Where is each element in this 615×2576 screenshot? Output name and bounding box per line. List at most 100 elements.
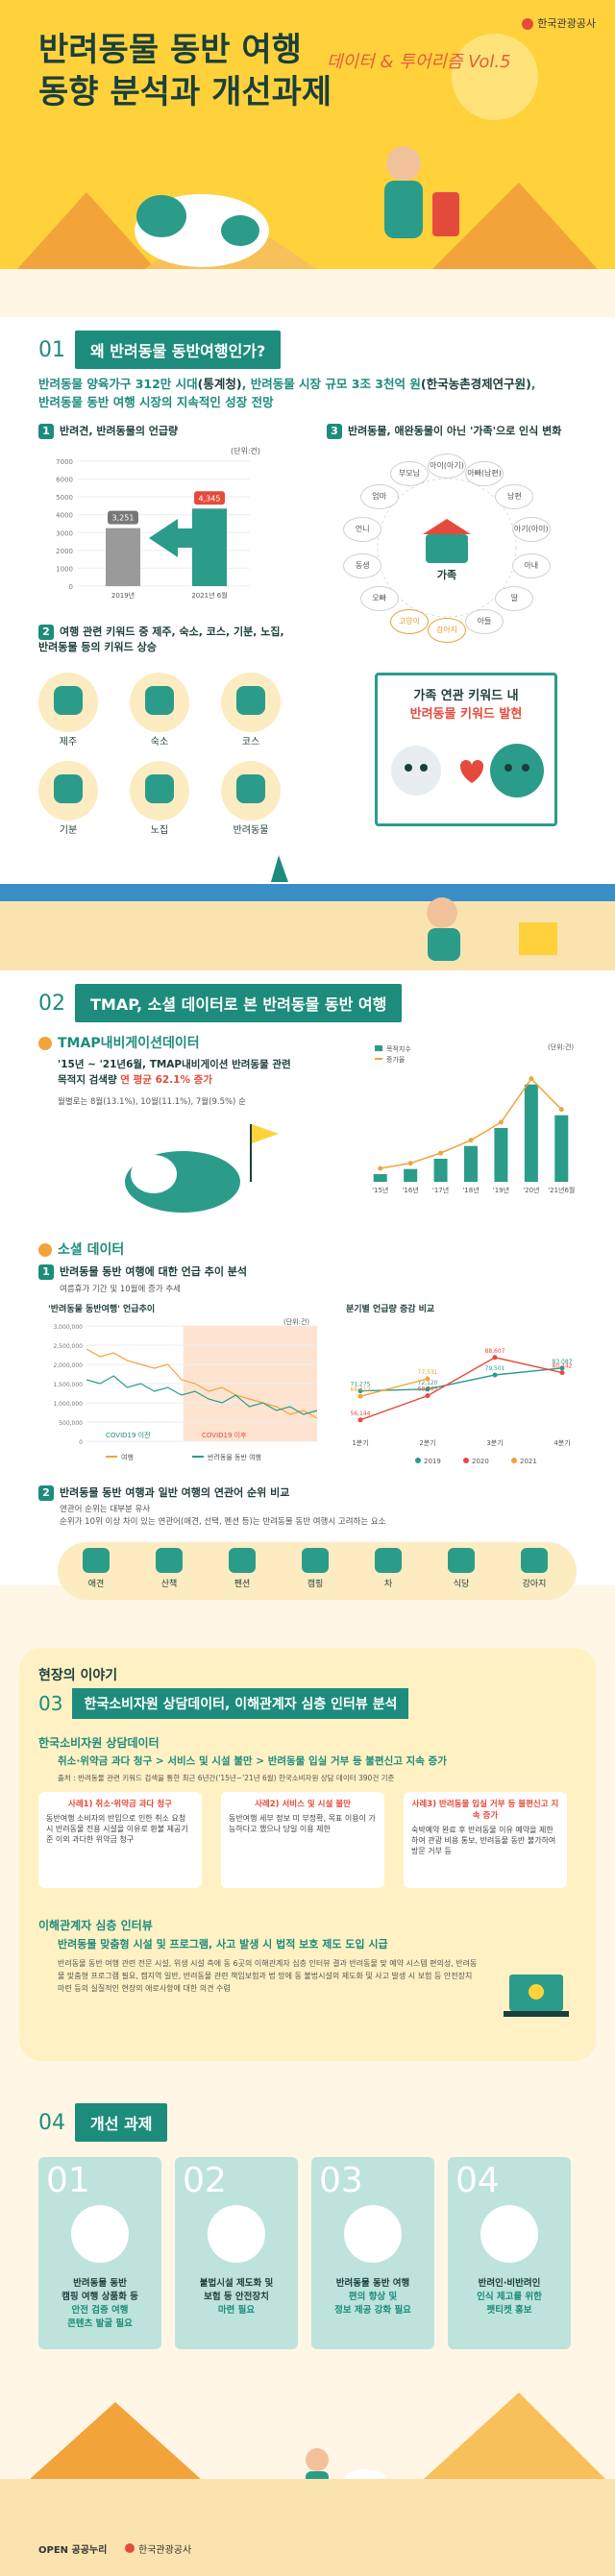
tmap-category-label: '15년 [372,1186,388,1194]
card-text: 반려동물 동반 캠핑 여행 상품화 등 안전 검증 여행 콘텐츠 발굴 필요 [44,2277,156,2331]
sub-number-2: 2 [38,625,54,640]
chart1-ytick: 5000 [56,494,73,502]
social-note2: 연관어 순위는 대부분 유사 순위가 10위 이상 차이 있는 연관어(애견, … [60,1504,386,1529]
related-word-label: 강아지 [522,1580,547,1589]
related-word-icon [521,1548,548,1573]
page-title: 반려동물 동반 여행 동향 분석과 개선과제 [38,29,332,113]
related-word-icon [156,1548,183,1573]
tmap-bar [433,1159,448,1182]
s3-sub2-label: 이해관계자 심층 인터뷰 [38,1919,153,1932]
quarter-category-label: 2분기 [419,1438,435,1447]
quarter-value-label: 77,531 [418,1369,438,1376]
improvement-card: 04 반려인·비반려인 인식 제고를 위한 펫티켓 홍보 [448,2157,571,2349]
footer-org-logo: 한국관광공사 [125,2541,191,2556]
keyword-circle: 제주 [38,673,98,748]
chart1-value-label: 4,345 [199,494,221,503]
lead-source-a: (통계청) [197,377,242,391]
social-ytick: 2,000,000 [53,1362,83,1369]
social-series-line [86,1375,318,1415]
improvement-card: 01 반려동물 동반 캠핑 여행 상품화 등 안전 검증 여행 콘텐츠 발굴 필요 [38,2157,161,2349]
related-word-item: 차 [359,1548,417,1589]
social-ytick: 3,000,000 [53,1324,83,1331]
quarter-category-label: 3분기 [486,1438,503,1447]
family-word-network: 가족 아이(아기) 아빠(남편) 남편 아기(아이) 아내 딸 아들 강아지 고양이 오빠 동생 언니… [327,442,567,653]
tmap-bar [464,1145,478,1182]
dog-flag-illustration [125,1124,279,1213]
keyword-circle: 코스 [221,673,281,748]
sub-number-3: 3 [327,424,342,439]
card-line: 보험 등 안전장치 [204,2292,269,2302]
social-unit: (단위:건) [283,1317,309,1326]
paw-icon [38,1037,52,1050]
kwbox-line-2: 반려동물 키워드 발현 [409,707,523,722]
card-line: 반려인·비반려인 [478,2278,541,2289]
beach-divider-illustration [0,846,615,970]
quarter-value-label: 80,742 [553,1363,573,1370]
related-word-item: 산책 [140,1548,198,1589]
family-network-lines [377,478,517,618]
related-word-icons: 애견 산책 펜션 캠핑 차 식당 강아지 [58,1542,577,1600]
tmap-growth-point [468,1138,474,1143]
chart1-ytick: 3000 [56,529,73,537]
footer-ground [0,2479,615,2576]
family-node: 언니 [343,516,382,542]
tmap-category-label: '16년 [403,1186,419,1194]
social-ytick: 1,000,000 [53,1401,83,1408]
improvement-card: 02 불법시설 제도화 및 보험 등 안전장치 마련 필요 [175,2157,298,2349]
family-node: 강아지 [428,617,466,643]
section-3-tag: 현장의 이야기 [38,1668,118,1683]
card-line: 캠핑 여행 상품화 등 [62,2292,138,2302]
related-word-item: 식당 [432,1548,490,1589]
improvement-card: 03 반려동물 동반 여행 편의 향상 및 정보 제공 강화 필요 [311,2157,434,2349]
interview-head: 사례2) 서비스 및 시설 불만 [255,1800,351,1809]
social-mentions-line-chart: (단위:건) 0 500,000 1,000,000 1,500,000 2,000,00… [53,1317,318,1461]
family-node: 고양이 [389,609,429,635]
family-node: 아기(아이) [511,516,551,542]
tmap-legend-1: 목적지수 [386,1044,411,1053]
section-2-header: 02 TMAP, 소셜 데이터로 본 반려동물 동반 여행 [38,984,403,1022]
social-sub1: 1 반려동물 동반 여행에 대한 언급 추이 분석 [38,1263,247,1280]
quarter-point [559,1365,565,1371]
card-line: 반려동물 동반 여행 [335,2278,410,2289]
family-node: 남편 [495,483,534,509]
related-word-icon [375,1548,402,1573]
chart1-value-badge [194,491,225,505]
social-note2a: 연관어 순위는 대부분 유사 [60,1505,151,1514]
social-note1: 여름휴가 기간 및 10월에 증가 추세 [60,1285,181,1294]
section-2-number: 02 [38,991,65,1016]
quarter-value-label: 68,412 [351,1386,371,1393]
card-highlight: 정보 제공 강화 필요 [334,2305,411,2316]
social-right-title: 분기별 언급량 증감 비교 [346,1305,435,1314]
chart1-value-label: 3,251 [112,514,135,523]
sub3-label: 반려동물, 애완동물이 아닌 '가족'으로 인식 변화 [348,425,562,437]
tmap-bar [373,1174,387,1182]
card-text: 불법시설 제도화 및 보험 등 안전장치 마련 필요 [181,2277,292,2318]
section-1-title: 왜 반려동물 동반여행인가? [75,331,282,369]
card-icon [71,2205,129,2263]
social-note2b: 순위가 10위 이상 차이 있는 연관어(애견, 선택, 펜션 등)는 반려동물… [60,1517,386,1527]
dog-and-traveler-illustration [135,146,459,267]
interview-head: 사례3) 반려동물 입실 거부 등 불편신고 지속 증가 [411,1800,559,1821]
sub-social: 소셜 데이터 [38,1239,124,1259]
related-word-icon [83,1548,110,1573]
social-sub2: 2 반려동물 동반 여행과 일반 여행의 연관어 순위 비교 [38,1484,289,1501]
sub-family-perception: 3 반려동물, 애완동물이 아닌 '가족'으로 인식 변화 [327,423,561,439]
quarter-value-label: 88,607 [485,1348,505,1355]
section-2 [0,970,615,1585]
interview-card: 사례2) 서비스 및 시설 불만 동반여행 세부 정보 미 부정확, 목표 이용이… [221,1792,384,1888]
tmap-growth-point [378,1165,383,1171]
related-word-item: 애견 [67,1548,125,1589]
related-word-icon [229,1548,256,1573]
social-ytick: 500,000 [59,1420,83,1427]
social-ytick: 1,500,000 [53,1382,83,1388]
quarter-point [492,1355,498,1361]
quarter-legend-label: 2021 [520,1458,537,1465]
quarter-category-label: 1분기 [352,1438,368,1447]
keyword-circle: 노집 [130,761,189,836]
section-1-header: 01 왜 반려동물 동반여행인가? [38,331,282,369]
social-ytick: 2,500,000 [53,1343,83,1350]
keyword-icon [145,686,174,715]
section-2-title: TMAP, 소셜 데이터로 본 반려동물 동반 여행 [75,984,403,1022]
chart1-bar [106,527,140,586]
